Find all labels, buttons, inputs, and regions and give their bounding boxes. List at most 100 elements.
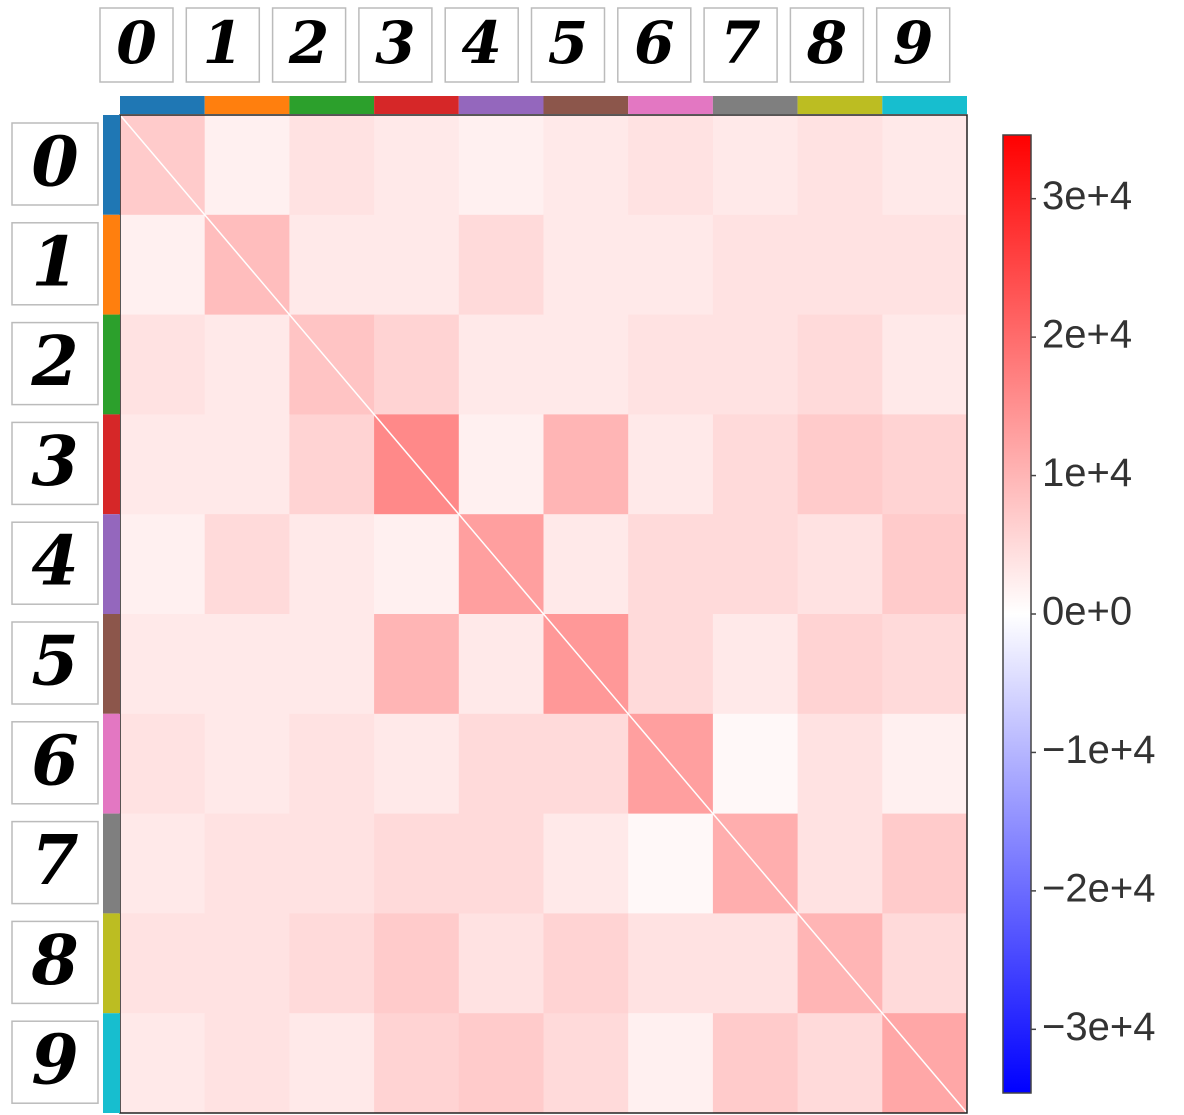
left-digit: 3 bbox=[31, 422, 78, 502]
left-digit: 2 bbox=[30, 322, 78, 402]
heatmap-cell bbox=[289, 414, 375, 515]
heatmap-cell bbox=[289, 813, 375, 914]
heatmap-cell bbox=[628, 214, 714, 316]
heatmap-cell bbox=[289, 514, 375, 615]
left-color-strip bbox=[103, 414, 120, 515]
heatmap-cell bbox=[543, 813, 629, 914]
left-color-strip bbox=[103, 214, 120, 315]
heatmap-cell bbox=[374, 1013, 460, 1114]
heatmap-cell bbox=[882, 414, 968, 515]
top-digit-box bbox=[271, 7, 347, 83]
heatmap-cell bbox=[882, 713, 968, 815]
left-color-strip bbox=[103, 614, 120, 714]
top-digit: 7 bbox=[720, 9, 760, 77]
heatmap-cell bbox=[797, 614, 883, 715]
heatmap-cell bbox=[628, 514, 714, 615]
heatmap-cell bbox=[797, 713, 883, 815]
left-digit: 5 bbox=[31, 622, 78, 702]
heatmap-cell bbox=[204, 514, 290, 615]
top-digit-box bbox=[444, 7, 519, 83]
top-color-strip bbox=[628, 96, 713, 114]
heatmap-cell bbox=[882, 314, 968, 415]
top-digit-box bbox=[99, 7, 174, 83]
heatmap-cell bbox=[374, 514, 460, 615]
heatmap-cell bbox=[712, 314, 799, 415]
top-digit: 3 bbox=[375, 9, 415, 77]
left-digit-box bbox=[11, 920, 99, 1005]
heatmap-cell bbox=[628, 1013, 714, 1114]
heatmap-cell bbox=[628, 813, 714, 914]
top-digit-box bbox=[185, 7, 261, 83]
heatmap-cell bbox=[204, 813, 290, 914]
heatmap-cell bbox=[289, 115, 375, 216]
top-digit: 2 bbox=[288, 9, 329, 77]
left-color-strip bbox=[103, 514, 120, 614]
top-color-strip bbox=[120, 96, 205, 114]
left-digit-box bbox=[11, 721, 99, 805]
top-digit-box bbox=[617, 7, 692, 83]
left-digit-box bbox=[11, 122, 99, 206]
heatmap-cell bbox=[712, 514, 799, 615]
top-color-strip bbox=[204, 96, 290, 114]
heatmap-cell bbox=[712, 913, 799, 1014]
heatmap-cell bbox=[289, 713, 375, 815]
colorbar bbox=[1002, 134, 1032, 1094]
colorbar-tick-label: 0e+0 bbox=[1042, 590, 1132, 634]
heatmap-cell bbox=[204, 913, 290, 1014]
heatmap-cell bbox=[458, 614, 544, 715]
heatmap-cell bbox=[289, 1013, 375, 1114]
left-digit: 8 bbox=[30, 921, 78, 1001]
heatmap-cell bbox=[204, 414, 290, 515]
top-digit: 5 bbox=[548, 9, 588, 77]
heatmap-cell bbox=[882, 913, 968, 1014]
heatmap-cell bbox=[458, 813, 544, 914]
heatmap-cell bbox=[797, 214, 883, 316]
heatmap-cell bbox=[712, 115, 799, 216]
heatmap-cell bbox=[543, 913, 629, 1014]
colorbar-tick-label: −2e+4 bbox=[1042, 866, 1155, 910]
top-digit: 0 bbox=[116, 9, 156, 77]
left-digit: 1 bbox=[31, 222, 78, 302]
heatmap-cell bbox=[543, 314, 629, 415]
top-digit-box bbox=[875, 7, 951, 83]
heatmap-cell bbox=[374, 813, 460, 914]
heatmap-cell bbox=[797, 813, 883, 914]
left-digit: 6 bbox=[31, 721, 78, 801]
top-digit: 4 bbox=[462, 9, 502, 77]
left-color-strip bbox=[103, 913, 120, 1014]
heatmap-cell bbox=[204, 115, 290, 216]
heatmap-cell bbox=[543, 214, 629, 316]
heatmap-cell bbox=[204, 1013, 290, 1114]
heatmap-cell bbox=[628, 614, 714, 715]
heatmap-cell bbox=[374, 614, 460, 715]
top-digit: 9 bbox=[893, 9, 933, 77]
heatmap-cell bbox=[458, 214, 544, 316]
top-digit-box bbox=[530, 7, 606, 83]
left-color-strip bbox=[103, 115, 120, 215]
top-color-strip bbox=[289, 96, 375, 114]
heatmap-cell bbox=[120, 214, 206, 316]
colorbar-tick-label: 3e+4 bbox=[1042, 174, 1132, 218]
heatmap-cell bbox=[712, 614, 799, 715]
heatmap-cell bbox=[797, 115, 883, 216]
heatmap-cell bbox=[374, 314, 460, 415]
left-digit-box bbox=[11, 521, 99, 605]
heatmap-cell bbox=[543, 1013, 629, 1114]
heatmap-cell bbox=[374, 713, 460, 815]
heatmap-cell bbox=[628, 414, 714, 515]
top-digit-box bbox=[358, 7, 433, 83]
heatmap-cell bbox=[458, 314, 544, 415]
heatmap-cell bbox=[712, 214, 799, 316]
left-color-strip bbox=[103, 314, 120, 415]
heatmap-cell bbox=[543, 713, 629, 815]
top-color-strip bbox=[882, 96, 967, 114]
top-digit: 8 bbox=[806, 9, 847, 77]
heatmap-cell bbox=[120, 314, 206, 415]
heatmap-cell bbox=[458, 913, 544, 1014]
heatmap-cell bbox=[543, 115, 629, 216]
heatmap-cell bbox=[882, 614, 968, 715]
left-color-strip bbox=[103, 713, 120, 814]
top-color-strip bbox=[712, 96, 798, 114]
heatmap-cell bbox=[543, 514, 629, 615]
